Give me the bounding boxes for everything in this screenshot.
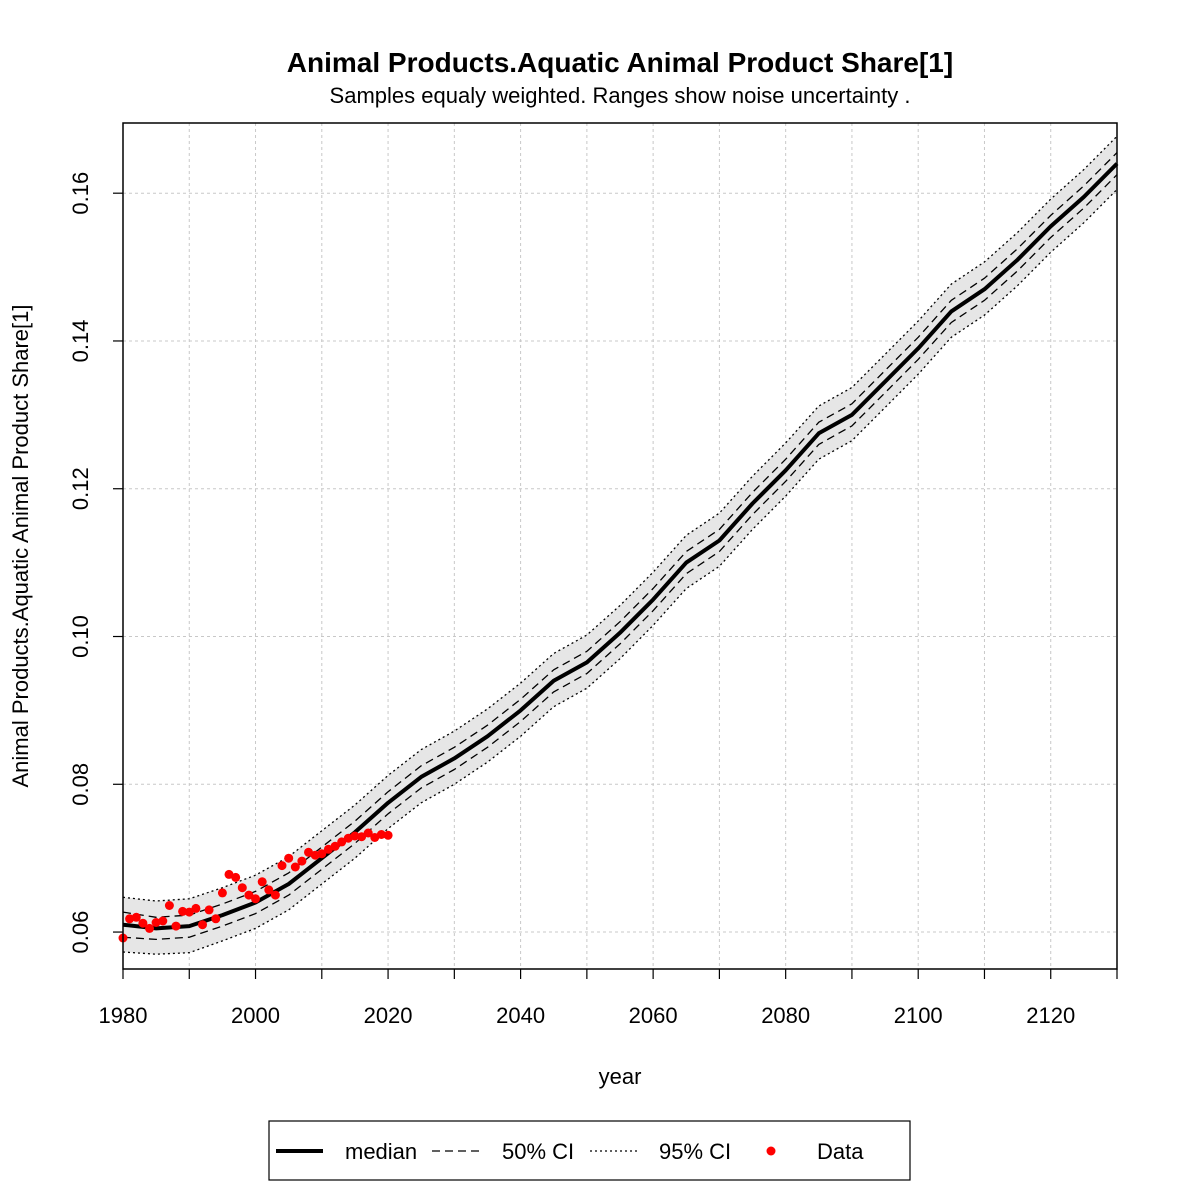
series-lines xyxy=(122,135,1119,955)
data-point xyxy=(357,832,367,842)
x-tick-label: 2100 xyxy=(894,1003,943,1028)
ci50-lower-line xyxy=(122,174,1118,941)
y-axis-label: Animal Products.Aquatic Animal Product S… xyxy=(8,304,33,787)
legend-data-swatch xyxy=(766,1146,776,1156)
x-axis: 1980 2000 2020 2040 2060 2080 2100 2120 xyxy=(99,969,1118,1028)
data-point xyxy=(151,918,161,927)
data-point xyxy=(383,830,393,840)
ci50-upper-line xyxy=(122,152,1118,918)
y-tick-label: 0.08 xyxy=(68,763,93,806)
chart-subtitle: Samples equaly weighted. Ranges show noi… xyxy=(330,83,911,108)
data-point xyxy=(138,918,148,928)
data-point xyxy=(217,888,227,898)
legend-median-label: median xyxy=(345,1139,417,1164)
data-point xyxy=(131,912,141,922)
data-points xyxy=(118,828,393,943)
data-point xyxy=(290,862,300,872)
data-point xyxy=(244,890,254,900)
ci95-lower-line xyxy=(122,189,1118,955)
ci95-band xyxy=(123,136,1117,955)
data-point xyxy=(145,923,154,933)
plot-frame xyxy=(122,122,1118,970)
data-point xyxy=(363,828,373,838)
data-point xyxy=(317,849,327,859)
data-point xyxy=(224,869,234,879)
chart-title: Animal Products.Aquatic Animal Product S… xyxy=(287,47,953,78)
data-point xyxy=(297,856,307,866)
x-tick-label: 2080 xyxy=(761,1003,810,1028)
y-tick-label: 0.14 xyxy=(68,320,93,363)
median-line xyxy=(122,162,1119,931)
y-tick-label: 0.16 xyxy=(68,172,93,215)
y-tick-label: 0.06 xyxy=(68,911,93,954)
data-point xyxy=(125,914,135,924)
legend: median 50% CI 95% CI Data xyxy=(268,1120,911,1181)
data-point xyxy=(376,830,386,839)
data-point xyxy=(191,903,201,913)
legend-box xyxy=(268,1120,911,1181)
data-point xyxy=(330,841,340,851)
y-tick-label: 0.10 xyxy=(68,615,93,658)
data-point xyxy=(184,907,194,917)
legend-95ci-label: 95% CI xyxy=(659,1139,731,1164)
data-point xyxy=(211,914,221,924)
x-axis-label: year xyxy=(599,1064,642,1089)
x-tick-label: 2120 xyxy=(1026,1003,1075,1028)
data-point xyxy=(277,861,287,871)
legend-data-label: Data xyxy=(817,1139,864,1164)
data-point xyxy=(178,906,188,916)
ci95-upper-line xyxy=(122,135,1118,902)
data-point xyxy=(257,877,267,887)
x-tick-label: 1980 xyxy=(99,1003,148,1028)
x-tick-label: 2040 xyxy=(496,1003,545,1028)
data-point xyxy=(270,890,280,900)
data-point xyxy=(231,872,241,882)
y-axis: 0.06 0.08 0.10 0.12 0.14 0.16 xyxy=(68,172,123,954)
data-point xyxy=(237,883,247,893)
ci-bands xyxy=(123,136,1117,955)
data-point xyxy=(323,844,333,854)
data-point xyxy=(284,853,294,863)
data-point xyxy=(171,921,181,931)
data-point xyxy=(198,920,207,930)
data-point xyxy=(264,885,274,895)
data-point xyxy=(350,831,360,841)
x-tick-label: 2060 xyxy=(629,1003,678,1028)
x-tick-label: 2000 xyxy=(231,1003,280,1028)
data-point xyxy=(251,894,260,904)
data-point xyxy=(337,837,347,847)
data-point xyxy=(164,901,174,910)
x-tick-label: 2020 xyxy=(364,1003,413,1028)
data-point xyxy=(204,905,214,915)
data-point xyxy=(158,916,168,926)
grid xyxy=(123,123,1117,969)
y-tick-label: 0.12 xyxy=(68,467,93,510)
legend-50ci-label: 50% CI xyxy=(502,1139,574,1164)
